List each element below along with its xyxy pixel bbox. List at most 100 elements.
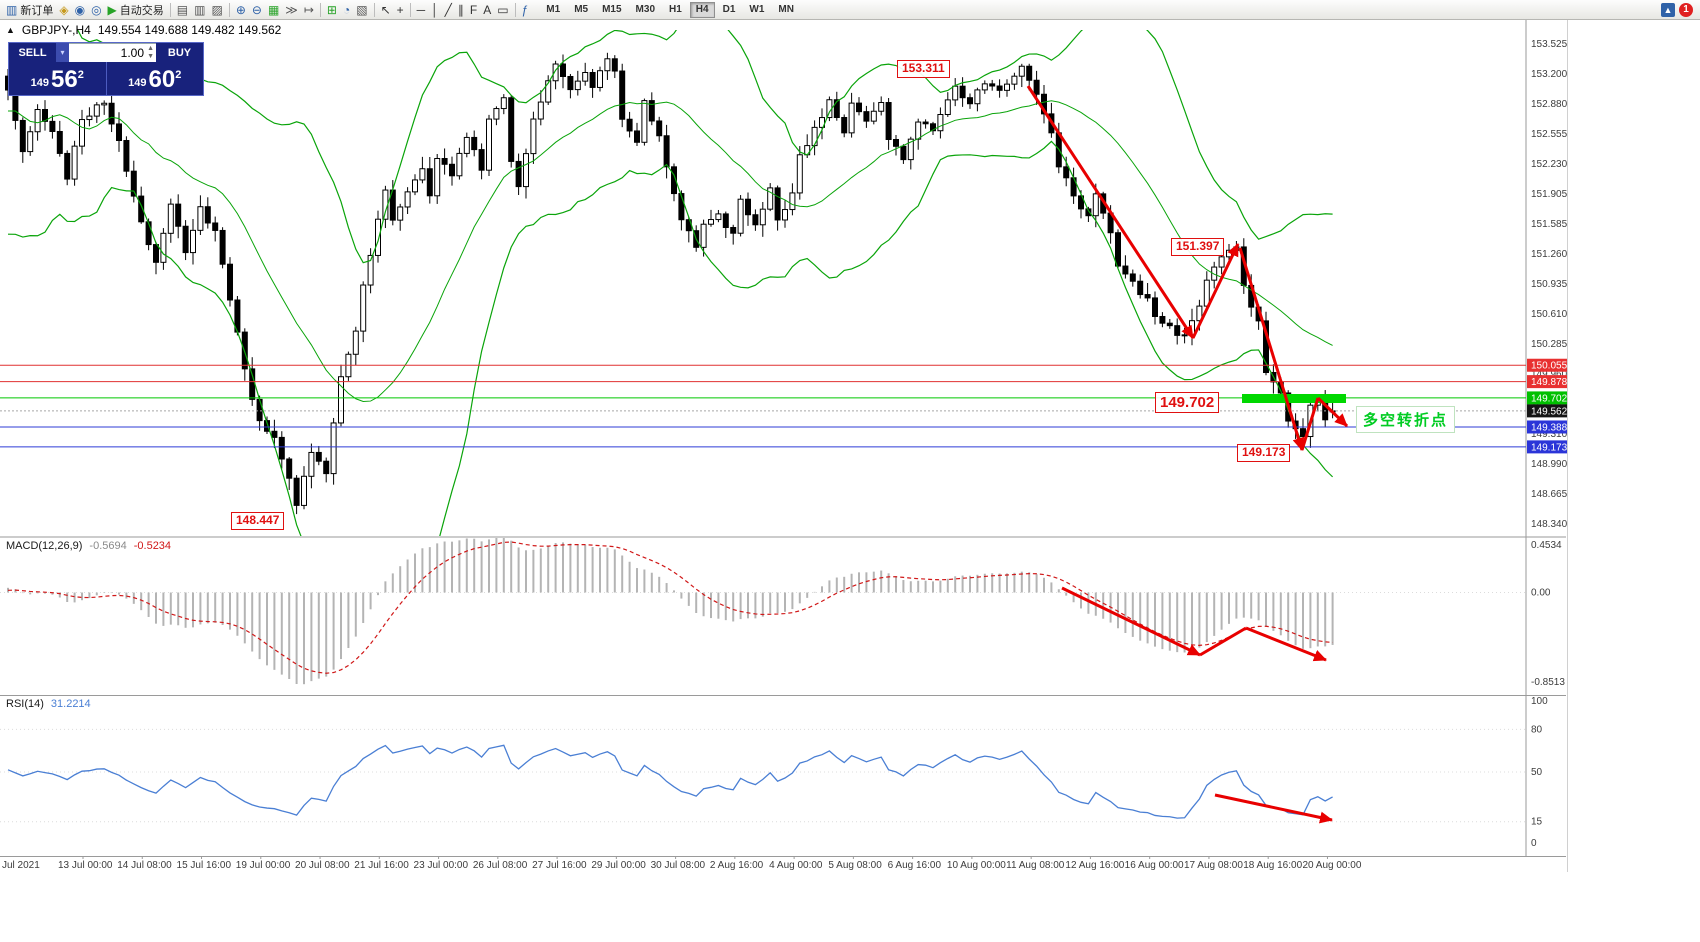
svg-text:2 Aug 16:00: 2 Aug 16:00 [710,860,764,871]
bar-chart-mode-button[interactable]: ▤ [174,1,191,18]
sell-price[interactable]: 149 56 2 [9,62,106,95]
zoom-out-button[interactable]: ⊖ [249,1,265,18]
rsi-name: RSI(14) [6,698,44,710]
svg-text:150.055: 150.055 [1531,361,1567,372]
candle-chart-mode-button[interactable]: ▥ [191,1,208,18]
price-tag[interactable]: 149.702 [1155,392,1220,414]
timeframe-m15-button[interactable]: M15 [602,3,622,15]
timeframe-m1-button[interactable]: M1 [546,3,561,15]
svg-text:10 Aug 00:00: 10 Aug 00:00 [947,860,1006,871]
rsi-title: RSI(14) 31.2214 [6,698,91,710]
compass-icon-button[interactable]: ◈ [56,1,71,18]
trend-arrow [1214,793,1333,824]
notification-badge[interactable]: 1 [1679,2,1693,17]
account-icon-button[interactable]: ◉ [72,1,88,18]
timeframe-d1-button[interactable]: D1 [722,3,736,15]
chart-shift-icon: ↦ [303,2,314,17]
timeframe-h4-button[interactable]: H4 [689,1,715,18]
timeframe-mn-button[interactable]: MN [778,3,794,15]
timeframe-w1-button[interactable]: W1 [749,3,765,15]
svg-text:-0.8513: -0.8513 [1531,677,1565,688]
new-chart-icon: ⊞ [326,2,337,17]
chart-icon: ▲ [6,25,15,35]
cursor-tool-button[interactable]: ↖ [378,1,394,18]
volume-input[interactable]: 1.00 ▲ ▼ [69,43,156,62]
template-button[interactable]: ▧ [353,1,370,18]
line-chart-mode-button[interactable]: ▨ [208,1,225,18]
zoom-in-icon: ⊕ [235,2,246,17]
zoom-in-button[interactable]: ⊕ [233,1,249,18]
tile-windows-button[interactable]: ▦ [265,1,282,18]
price-tag[interactable]: 149.173 [1237,444,1291,462]
macd-name: MACD(12,26,9) [6,540,83,552]
chart-canvas[interactable]: ▲ GBPJPY-,H4 149.554 149.688 149.482 149… [0,20,1568,872]
svg-text:148.990: 148.990 [1531,459,1567,470]
chart-svg[interactable]: 153.525 153.200 152.880 152.555 152.230 151.9… [0,20,1568,872]
buy-price[interactable]: 149 60 2 [105,62,204,95]
timeframe-buttons: M1 M5 M15 M30 H1 H4 D1 W1 MN [539,1,801,18]
timeframe-m30-button[interactable]: M30 [635,3,655,15]
pivot-highlight-bar[interactable] [1242,394,1346,403]
timeframe-m5-button[interactable]: M5 [574,3,589,15]
line-chart-mode-icon: ▨ [211,2,223,17]
chart-symbol-header: ▲ GBPJPY-,H4 149.554 149.688 149.482 149… [6,23,281,37]
svg-text:151.585: 151.585 [1531,219,1567,230]
svg-text:4 Aug 00:00: 4 Aug 00:00 [769,860,823,871]
svg-text:152.880: 152.880 [1531,99,1567,110]
volume-dropdown-icon[interactable]: ▾ [56,43,69,62]
new-order-button[interactable]: ▥ 新订单 [3,1,56,18]
crosshair-tool-button[interactable]: + [394,1,407,18]
svg-text:18 Aug 16:00: 18 Aug 16:00 [1243,860,1302,871]
trend-arrows[interactable] [1026,85,1349,824]
channel-tool-button[interactable]: ∥ [455,1,467,18]
timeframe-h1-button[interactable]: H1 [669,3,682,15]
horizontal-line-tool-button[interactable]: ─ [414,1,429,18]
svg-text:15 Jul 16:00: 15 Jul 16:00 [177,860,232,871]
svg-text:12 Aug 16:00: 12 Aug 16:00 [1065,860,1124,871]
pivot-note-label[interactable]: 多空转折点 [1356,406,1456,433]
macd-value: -0.5694 [89,540,127,552]
toolbar-separator [319,2,321,17]
label-tool-button[interactable]: ▭ [494,1,511,18]
svg-text:150.285: 150.285 [1531,339,1567,350]
market-watch-icon-button[interactable]: ◎ [88,1,104,18]
zoom-out-icon: ⊖ [251,2,262,17]
scroll-top-icon[interactable]: ▲ [1661,2,1675,17]
cursor-tool-icon: ↖ [380,2,391,17]
auto-scroll-button[interactable]: ≫ [282,1,301,18]
buy-price-sup: 2 [175,69,182,81]
volume-value: 1.00 [120,46,144,60]
svg-text:151.260: 151.260 [1531,249,1567,260]
new-chart-button[interactable]: ⊞ [324,1,340,18]
price-tag[interactable]: 148.447 [231,512,285,530]
auto-scroll-icon: ≫ [285,2,298,17]
sell-button[interactable]: SELL [9,43,56,62]
period-clock-button[interactable]: ◔ [340,1,353,18]
chart-shift-button[interactable]: ↦ [301,1,317,18]
toolbar-separator [169,2,171,17]
volume-stepper[interactable]: ▲ ▼ [147,45,154,60]
vertical-line-tool-icon: │ [431,2,439,17]
label-tool-icon: ▭ [497,2,509,17]
horizontal-line-tool-icon: ─ [416,2,426,17]
svg-text:0: 0 [1531,838,1537,849]
fibonacci-tool-button[interactable]: F [467,1,480,18]
svg-text:100: 100 [1531,696,1548,707]
trendline-tool-button[interactable]: ╱ [442,1,455,18]
vertical-line-tool-button[interactable]: │ [428,1,442,18]
svg-text:149.960: 149.960 [1531,369,1567,380]
auto-trading-button[interactable]: ▶ 自动交易 [105,1,167,18]
text-tool-button[interactable]: A [480,1,494,18]
axis-layer: 153.525 153.200 152.880 152.555 152.230 151.9… [0,20,1568,871]
toolbar-separator [373,2,375,17]
indicators-button[interactable]: ƒ [519,1,532,18]
sell-price-big: 56 [51,66,78,93]
svg-text:30 Jul 08:00: 30 Jul 08:00 [651,860,706,871]
svg-text:21 Jul 16:00: 21 Jul 16:00 [354,860,409,871]
price-tag[interactable]: 153.311 [897,60,950,78]
price-tag[interactable]: 151.397 [1171,238,1225,256]
svg-text:11 Aug 08:00: 11 Aug 08:00 [1006,860,1065,871]
buy-button[interactable]: BUY [156,43,203,62]
svg-text:149.702: 149.702 [1531,393,1567,404]
svg-text:0.00: 0.00 [1531,588,1551,599]
